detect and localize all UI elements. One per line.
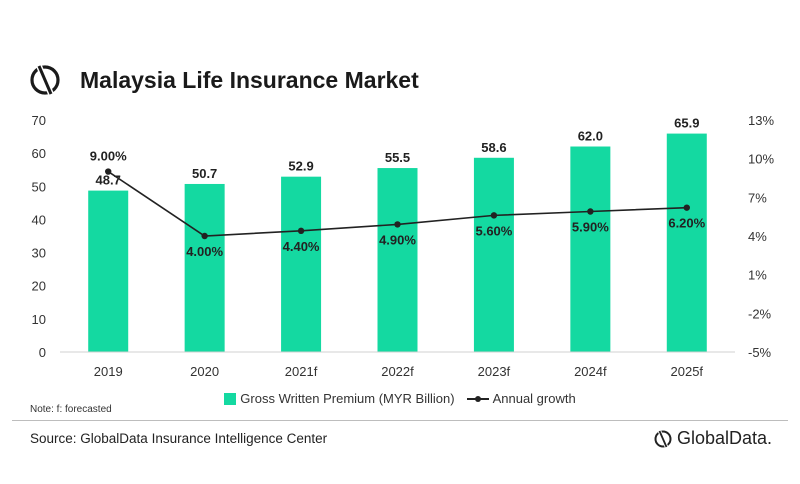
x-tick-label: 2024f <box>574 364 607 379</box>
source-text: Source: GlobalData Insurance Intelligenc… <box>30 431 328 446</box>
bar-value-label: 55.5 <box>385 150 410 165</box>
bar-2024f <box>570 146 611 352</box>
x-tick-label: 2019 <box>94 364 123 379</box>
y-right-tick-label: -2% <box>748 306 772 321</box>
y-left-tick-label: 10 <box>32 312 46 327</box>
bar-series <box>88 133 707 352</box>
y-left-tick-label: 70 <box>32 113 46 128</box>
x-tick-label: 2025f <box>671 364 704 379</box>
y-right-tick-label: 10% <box>748 152 774 167</box>
globaldata-logo-icon <box>30 64 60 96</box>
growth-value-label: 4.90% <box>379 232 416 247</box>
legend: Gross Written Premium (MYR Billion) Annu… <box>0 391 800 406</box>
legend-bar-swatch <box>224 392 237 405</box>
x-tick-label: 2023f <box>478 364 511 379</box>
x-axis: 2019 2020 2021f 2022f 2023f 2024f 2025f <box>60 351 735 379</box>
growth-value-label: 5.60% <box>475 223 512 238</box>
growth-point-2025f <box>683 204 690 211</box>
x-tick-label: 2021f <box>285 364 318 379</box>
y-right-tick-label: -5% <box>748 345 772 360</box>
growth-value-label: 4.00% <box>186 244 223 259</box>
bar-2025f <box>666 133 707 352</box>
growth-line-series <box>105 168 690 240</box>
growth-value-label: 5.90% <box>572 220 609 235</box>
bar-value-label: 48.7 <box>96 173 121 188</box>
chart-header: Malaysia Life Insurance Market <box>28 58 419 102</box>
bar-value-label: 58.6 <box>481 140 506 155</box>
globaldata-brand-icon <box>654 429 672 448</box>
growth-point-2020 <box>201 232 208 240</box>
y-right-tick-label: 7% <box>748 190 767 205</box>
left-axis: 0 10 20 30 40 50 60 70 <box>32 113 46 360</box>
bar-value-label: 65.9 <box>674 116 699 131</box>
legend-item-growth: Annual growth <box>466 391 576 406</box>
y-right-tick-label: 4% <box>748 229 767 244</box>
bar-2021f <box>281 176 322 352</box>
brand-logo: GlobalData. <box>653 428 772 449</box>
bar-2022f <box>377 168 418 352</box>
y-left-tick-label: 60 <box>32 146 46 161</box>
growth-value-labels: 9.00% 4.00% 4.40% 4.90% 5.60% 5.90% 6.20% <box>90 149 706 259</box>
chart-title: Malaysia Life Insurance Market <box>80 66 419 93</box>
y-right-tick-label: 1% <box>748 268 767 283</box>
growth-point-2023f <box>490 212 498 219</box>
x-tick-label: 2020 <box>190 364 219 379</box>
y-left-tick-label: 30 <box>32 246 46 261</box>
bar-2019 <box>88 190 129 352</box>
x-tick-label: 2022f <box>381 364 414 379</box>
bar-2020 <box>184 183 225 352</box>
bar-value-label: 52.9 <box>288 159 313 174</box>
growth-point-2022f <box>394 221 401 228</box>
legend-item-premium: Gross Written Premium (MYR Billion) <box>224 391 455 406</box>
legend-label-growth: Annual growth <box>492 391 576 406</box>
y-left-tick-label: 40 <box>32 212 46 227</box>
chart-area: 0 10 20 30 40 50 60 70 -5% -2% 1% 4% 7% 10% 13% 48.7 5… <box>32 113 775 379</box>
growth-value-label: 4.40% <box>283 239 320 254</box>
bar-value-labels: 48.7 50.7 52.9 55.5 58.6 62.0 65.9 <box>96 116 700 188</box>
legend-line-swatch <box>466 393 489 405</box>
bar-2023f <box>473 157 514 352</box>
y-left-tick-label: 0 <box>39 345 46 360</box>
legend-label-premium: Gross Written Premium (MYR Billion) <box>240 391 455 406</box>
growth-point-2021f <box>297 227 305 235</box>
growth-point-2024f <box>587 208 594 215</box>
bar-value-label: 50.7 <box>192 166 217 181</box>
growth-point-2019 <box>105 168 112 175</box>
footer-divider <box>12 420 788 421</box>
y-right-tick-label: 13% <box>748 113 774 128</box>
right-axis: -5% -2% 1% 4% 7% 10% 13% <box>748 113 774 360</box>
y-left-tick-label: 20 <box>32 279 46 294</box>
y-left-tick-label: 50 <box>32 179 46 194</box>
growth-value-label: 9.00% <box>90 149 127 164</box>
brand-name: GlobalData. <box>676 428 772 448</box>
forecast-note: Note: f: forecasted <box>30 404 112 415</box>
growth-value-label: 6.20% <box>668 216 705 231</box>
bar-value-label: 62.0 <box>578 129 603 144</box>
